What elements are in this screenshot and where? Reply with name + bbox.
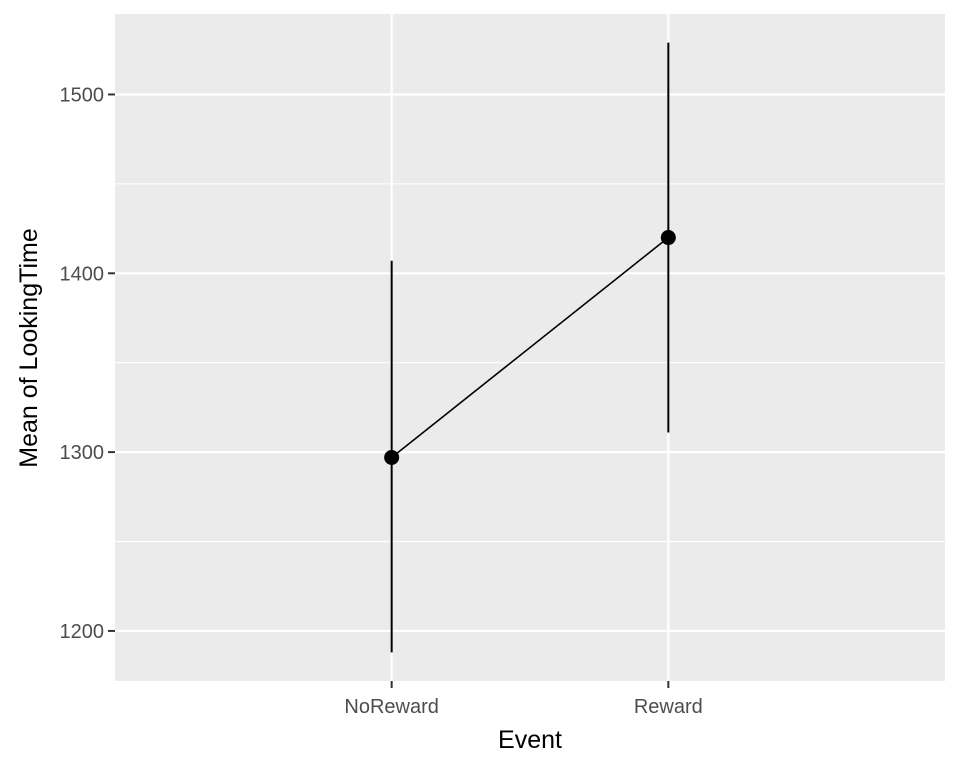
y-axis-tick-label: 1200	[60, 621, 105, 643]
axis-ticks	[108, 93, 670, 688]
x-axis-tick-label: Reward	[634, 696, 703, 718]
data-point	[660, 230, 676, 246]
x-axis-title: Event	[498, 726, 562, 754]
y-axis-tick-labels: 1200 1300 1400 1500	[60, 84, 105, 642]
x-axis-tick-labels: NoReward Reward	[344, 696, 702, 718]
grid-minor	[115, 183, 945, 543]
data-marks	[384, 42, 676, 653]
y-axis-tick-label: 1500	[60, 84, 105, 106]
y-axis-tick-label: 1400	[60, 263, 105, 285]
x-axis-tick-label: NoReward	[344, 696, 438, 718]
series-line	[391, 236, 669, 459]
data-point	[384, 449, 400, 465]
y-axis-title: Mean of LookingTime	[15, 228, 43, 467]
y-axis-tick-label: 1300	[60, 442, 105, 464]
